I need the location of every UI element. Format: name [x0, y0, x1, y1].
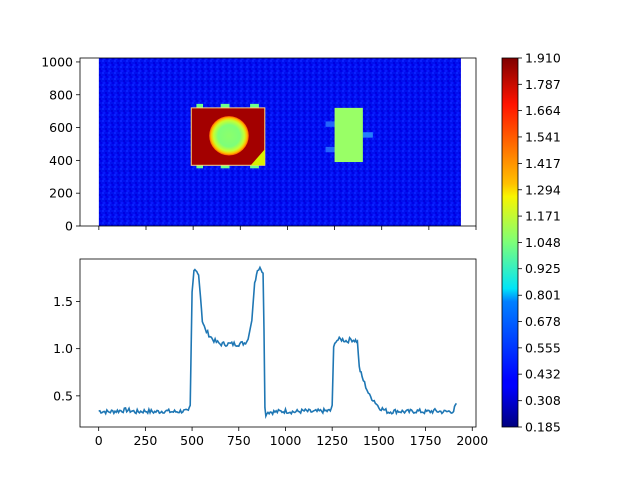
line-y-tick-label: 0.5 [53, 388, 73, 403]
colorbar-tick-label: 0.308 [525, 393, 561, 408]
colorbar-tick-label: 1.664 [525, 103, 561, 118]
edge-blob-top [220, 103, 230, 109]
left-circle [209, 116, 249, 156]
colorbar-tick-label: 0.678 [525, 314, 561, 329]
line-axes-frame [79, 258, 477, 428]
colorbar-tick-label: 1.787 [525, 77, 561, 92]
heatmap-axes-frame [79, 57, 477, 227]
line-x-tick-label: 250 [133, 433, 157, 448]
corner-wedge [250, 149, 265, 166]
line-x-tick-label: 2000 [456, 433, 488, 448]
colorbar-tick-label: 1.294 [525, 182, 561, 197]
heatmap-y-tick-label: 400 [49, 153, 73, 168]
edge-blob-right [362, 132, 373, 138]
edge-blob-left [325, 146, 335, 153]
heatmap-y-tick-label: 600 [49, 120, 73, 135]
line-x-tick-label: 1000 [270, 433, 302, 448]
line-x-tick-label: 750 [227, 433, 251, 448]
heatmap-features [190, 103, 373, 169]
line-y-tick-label: 1.0 [53, 341, 73, 356]
heatmap-panel: 0 200 400 600 800 1000 [41, 54, 477, 234]
colorbar-tick-label: 1.910 [525, 51, 561, 66]
line-x-tick-label: 0 [95, 433, 103, 448]
heatmap-y-tick-label: 800 [49, 87, 73, 102]
line-y-ticks: 0.5 1.0 1.5 [53, 294, 80, 403]
colorbar-ticks: 0.185 0.308 0.432 0.555 0.678 0.801 0.925 1.048… [518, 51, 561, 435]
edge-blob-bottom [196, 164, 204, 169]
right-rectangle [334, 107, 363, 163]
line-x-tick-label: 500 [180, 433, 204, 448]
heatmap-x-ticks [98, 226, 477, 230]
colorbar-tick-label: 1.171 [525, 209, 561, 224]
colorbar-tick-label: 1.541 [525, 129, 561, 144]
colorbar-tick-label: 1.417 [525, 156, 561, 171]
heatmap-y-tick-label: 0 [65, 219, 73, 234]
colorbar-tick-label: 1.048 [525, 235, 561, 250]
colorbar-tick-label: 0.925 [525, 261, 561, 276]
line-x-ticks: 0 250 500 750 1000 1250 1500 1750 2000 [95, 427, 488, 448]
line-panel: 0.5 1.0 1.5 0 250 500 750 1000 1250 1500 1750 2000 [53, 258, 488, 448]
line-x-tick-label: 1250 [316, 433, 348, 448]
edge-blob-bottom [220, 164, 230, 169]
edge-blob-top [196, 103, 204, 109]
profile-series-line [98, 265, 458, 420]
colorbar: 0.185 0.308 0.432 0.555 0.678 0.801 0.925 1.048… [501, 51, 561, 435]
edge-blob-left [325, 121, 335, 127]
line-x-tick-label: 1500 [363, 433, 395, 448]
edge-blob-bottom [250, 164, 259, 169]
colorbar-tick-label: 0.185 [525, 420, 561, 435]
heatmap-y-tick-label: 200 [49, 186, 73, 201]
line-y-tick-label: 1.5 [53, 294, 73, 309]
line-x-tick-label: 1750 [410, 433, 442, 448]
colorbar-tick-label: 0.801 [525, 288, 561, 303]
edge-blob-top [250, 103, 259, 109]
heatmap-y-tick-label: 1000 [41, 54, 73, 69]
heatmap-background [98, 58, 461, 226]
heatmap-y-ticks: 0 200 400 600 800 1000 [41, 54, 80, 234]
colorbar-tick-label: 0.555 [525, 340, 561, 355]
colorbar-gradient [501, 57, 519, 428]
colorbar-tick-label: 0.432 [525, 367, 561, 382]
